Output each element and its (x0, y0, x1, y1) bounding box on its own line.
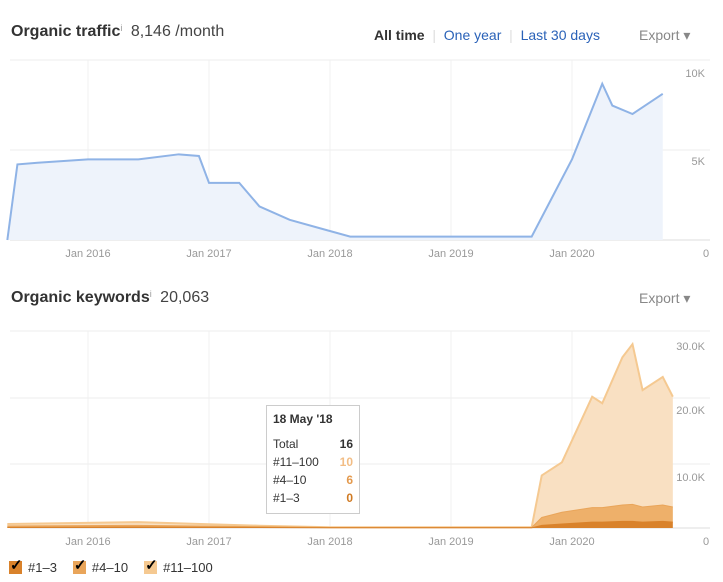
checkbox-icon[interactable] (72, 556, 86, 574)
keywords-title: Organic keywords (11, 289, 150, 306)
traffic-title: Organic traffic (11, 23, 121, 40)
x-tick-label: Jan 2016 (65, 248, 110, 260)
legend-1-3[interactable]: #1–3 (9, 556, 57, 575)
x-tick-label: Jan 2017 (186, 536, 231, 548)
traffic-area (7, 83, 663, 240)
x-tick-label: Jan 2020 (549, 536, 594, 548)
tooltip: 18 May '18 Total 16 #11–100 10 #4–10 6 #1–3… (266, 405, 360, 514)
y-tick-label: 5K (692, 156, 706, 168)
y-tick-label: 30.0K (676, 341, 705, 353)
series-line-2 (7, 341, 674, 529)
traffic-line (6, 81, 664, 241)
legend-11-100[interactable]: #11–100 (144, 556, 213, 575)
x-tick-label: Jan 2018 (307, 248, 352, 260)
checkbox-icon[interactable] (9, 556, 23, 574)
x-tick-label: Jan 2017 (186, 248, 231, 260)
traffic-export-button[interactable]: Export ▾ (639, 27, 691, 43)
x-tick-label: Jan 2019 (428, 536, 473, 548)
series-line-1 (7, 503, 673, 529)
range-one-year[interactable]: One year (443, 27, 502, 43)
tooltip-row-11-100: #11–100 10 (273, 455, 353, 469)
info-icon[interactable]: i (149, 289, 152, 299)
range-all-time[interactable]: All time (374, 27, 425, 43)
tooltip-row-1-3: #1–3 0 (273, 491, 353, 505)
y-tick-label: 20.0K (676, 405, 705, 417)
series-line-0 (7, 520, 673, 529)
tooltip-row-4-10: #4–10 6 (273, 473, 353, 487)
keywords-value: 20,063 (160, 289, 210, 306)
y-tick-label: 0 (703, 536, 709, 548)
range-last-30-days[interactable]: Last 30 days (520, 27, 600, 43)
y-tick-label: 10K (685, 68, 705, 80)
info-icon[interactable]: i (120, 23, 123, 33)
tooltip-row-total: Total 16 (273, 437, 353, 451)
legend-4-10[interactable]: #4–10 (72, 556, 128, 575)
keywords-export-button[interactable]: Export ▾ (639, 290, 691, 306)
y-tick-label: 10.0K (676, 472, 705, 484)
legend: #1–3 #4–10 #11–100 (9, 556, 213, 575)
tooltip-date: 18 May '18 (273, 412, 333, 426)
traffic-header: Organic traffici 8,146 /month (11, 23, 224, 41)
x-tick-label: Jan 2016 (65, 536, 110, 548)
x-tick-label: Jan 2019 (428, 248, 473, 260)
traffic-value: 8,146 /month (130, 23, 225, 40)
x-tick-label: Jan 2020 (549, 248, 594, 260)
x-tick-label: Jan 2018 (307, 536, 352, 548)
checkbox-icon[interactable] (144, 556, 158, 574)
y-tick-label: 0 (703, 248, 709, 260)
